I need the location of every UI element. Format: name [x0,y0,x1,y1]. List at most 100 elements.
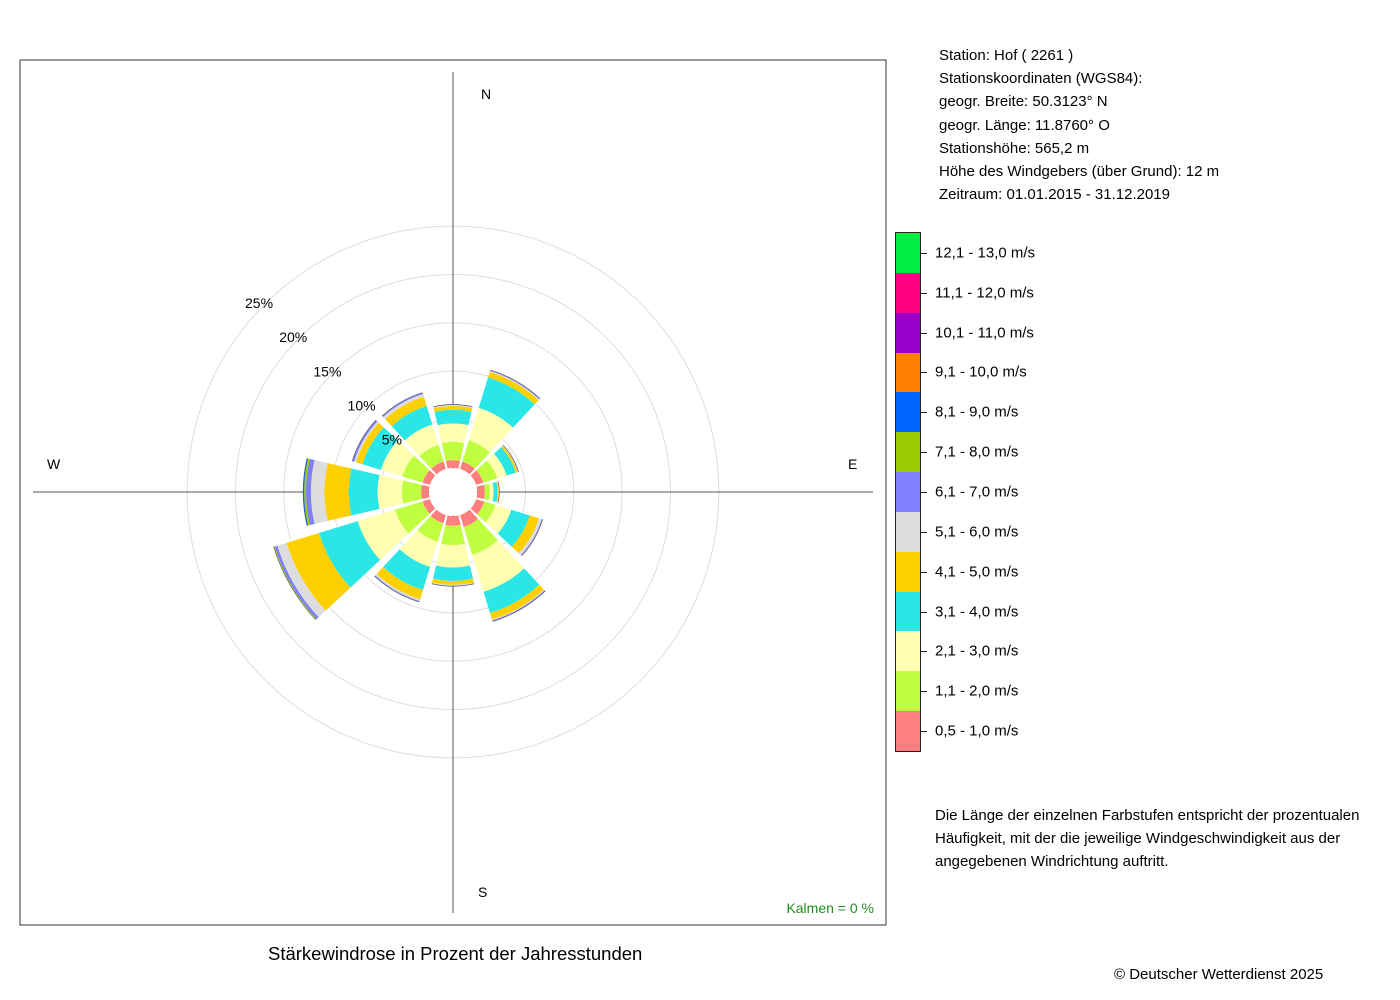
sector-0-class-2 [437,423,469,444]
sector-210-class-0 [430,509,446,524]
chart-title: Stärkewindrose in Prozent der Jahresstun… [268,943,643,964]
sector-210-class-3 [383,549,431,590]
sector-330-class-2 [404,424,439,456]
sector-330-class-0 [431,461,446,475]
sector-300-class-4 [355,422,384,465]
sector-120-class-0 [470,499,485,515]
sector-210-class-1 [417,516,444,542]
sector-180-class-3 [432,565,474,581]
sector-240-edge [273,546,317,621]
legend-swatch-10 [896,312,920,354]
legend-tick-8 [921,412,927,414]
sector-150-edge [492,590,546,622]
legend-tick-6 [921,492,927,493]
sector-270-class-1 [401,480,422,504]
sector-60-class-0 [470,470,484,485]
legend-swatch-5 [896,511,920,553]
sector-270-class-3 [348,468,380,516]
sector-150-class-2 [472,540,525,592]
south-label: S [478,884,487,900]
sector-210-class-2 [399,530,438,567]
sector-330-class-4 [385,396,427,427]
sector-0-class-0 [445,460,461,469]
east-label: E [848,456,857,472]
legend-tick-5 [921,531,927,533]
legend-swatch-1 [896,671,920,712]
radial-tick-label-15: 15% [313,363,341,379]
copyright: © Deutscher Wetterdienst 2025 [1114,966,1324,983]
sector-0-class-4 [433,405,473,412]
radial-tick-labels: 5% 10% 15% 20% 25% [245,295,402,448]
sector-150-class-3 [483,568,540,614]
sector-330-class-3 [391,406,433,441]
legend-label-9: 9,1 - 10,0 m/s [935,363,1027,381]
sector-270-class-7 [304,458,310,526]
legend-swatch-8 [896,392,920,433]
sector-150-class-1 [463,518,498,555]
station-coordinates-heading: Stationskoordinaten (WGS84): [939,70,1143,88]
sector-120-class-1 [477,501,496,523]
calm-label: Kalmen = 0 % [786,900,874,916]
sector-240-class-4 [286,532,351,611]
sector-0-class-5 [433,405,473,409]
sector-180-class-5 [431,582,475,586]
sector-300-class-3 [362,427,398,470]
calm-center [429,468,477,516]
station-latitude: geogr. Breite: 50.3123° N [939,93,1108,111]
radial-tick-label-25: 25% [245,295,273,311]
legend-swatch-7 [896,432,920,473]
legend-label-0: 0,5 - 1,0 m/s [935,722,1019,740]
station-elevation: Stationshöhe: 565,2 m [939,139,1090,157]
sector-240-class-5 [277,542,326,618]
legend-tick-4 [921,571,927,573]
sector-60-class-3 [494,447,516,476]
sector-300-class-1 [402,455,430,483]
legend-label-3: 3,1 - 4,0 m/s [935,603,1019,621]
wind-rose-chart: 5% 10% 15% 20% 25% N E S W Kalmen = 0 % [19,59,887,926]
legend-label-10: 10,1 - 11,0 m/s [935,324,1034,342]
radial-tick-label-5: 5% [382,432,402,448]
sector-330-class-5 [383,394,424,420]
radial-tick-label-20: 20% [279,329,307,345]
legend-tick-0 [921,731,927,733]
legend-label-12: 12,1 - 13,0 m/s [935,244,1036,262]
sector-120-class-2 [485,505,512,534]
sector-30-class-4 [488,371,539,405]
sector-270-class-6 [306,458,315,526]
sector-180-class-2 [436,543,470,568]
legend-swatch-0 [896,711,920,752]
plot-frame [19,59,887,926]
sector-150-class-4 [490,584,544,620]
explanation-note: Die Länge der einzelnen Farbstufen entsp… [935,807,1360,871]
sector-240-class-6 [274,545,319,620]
sector-300-class-2 [380,440,415,477]
sector-150-class-0 [460,509,479,528]
sector-240-class-0 [422,499,436,514]
legend-label-8: 8,1 - 9,0 m/s [935,403,1019,421]
sector-60-edge [502,444,519,473]
legend-tick-9 [921,372,927,374]
legend-label-11: 11,1 - 12,0 m/s [935,284,1034,302]
sector-300-class-0 [422,470,436,485]
station-longitude: geogr. Länge: 11.8760° O [939,116,1110,134]
north-label: N [481,86,491,102]
legend-swatch-2 [896,631,920,672]
sector-60-class-1 [476,460,498,483]
sector-120-class-5 [518,518,542,556]
sector-270-class-2 [377,475,404,509]
sector-180-class-4 [432,578,474,585]
sector-90-edge [497,481,500,503]
legend-label-6: 6,1 - 7,0 m/s [935,483,1019,501]
legend-tick-1 [921,691,927,693]
legend-label-4: 4,1 - 5,0 m/s [935,563,1019,581]
sector-90-class-0 [476,484,485,500]
legend-tick-10 [921,332,927,334]
sector-210-edge [374,575,420,603]
sector-120-class-4 [511,515,539,554]
legend-swatch-11 [896,272,920,314]
legend-swatch-12 [896,233,920,274]
west-label: W [47,456,61,472]
legend-tick-7 [921,452,927,454]
sector-0-edge [433,404,473,408]
sector-30-class-2 [468,407,513,453]
